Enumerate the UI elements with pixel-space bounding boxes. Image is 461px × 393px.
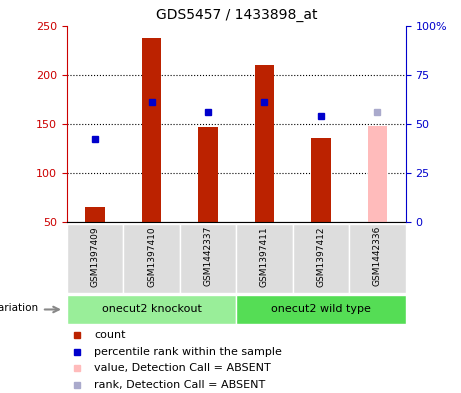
Text: count: count: [94, 330, 125, 340]
Text: rank, Detection Call = ABSENT: rank, Detection Call = ABSENT: [94, 380, 265, 390]
Bar: [311, 138, 331, 222]
Text: genotype/variation: genotype/variation: [0, 303, 39, 313]
Bar: [293, 224, 349, 293]
Text: onecut2 wild type: onecut2 wild type: [271, 305, 371, 314]
Bar: [349, 224, 406, 293]
Text: GSM1397411: GSM1397411: [260, 226, 269, 287]
Text: GSM1397410: GSM1397410: [147, 226, 156, 287]
Text: value, Detection Call = ABSENT: value, Detection Call = ABSENT: [94, 363, 271, 373]
Bar: [254, 65, 274, 222]
Bar: [67, 295, 236, 324]
Bar: [180, 224, 236, 293]
Bar: [123, 224, 180, 293]
Text: GSM1442336: GSM1442336: [373, 226, 382, 286]
Bar: [85, 207, 105, 222]
Bar: [236, 295, 406, 324]
Text: percentile rank within the sample: percentile rank within the sample: [94, 347, 282, 357]
Bar: [367, 126, 387, 222]
Text: GSM1397412: GSM1397412: [316, 226, 325, 286]
Text: GSM1442337: GSM1442337: [203, 226, 213, 286]
Text: GSM1397409: GSM1397409: [90, 226, 100, 287]
Bar: [198, 127, 218, 222]
Bar: [236, 224, 293, 293]
Bar: [142, 38, 161, 222]
Bar: [67, 224, 123, 293]
Text: onecut2 knockout: onecut2 knockout: [101, 305, 201, 314]
Title: GDS5457 / 1433898_at: GDS5457 / 1433898_at: [155, 8, 317, 22]
